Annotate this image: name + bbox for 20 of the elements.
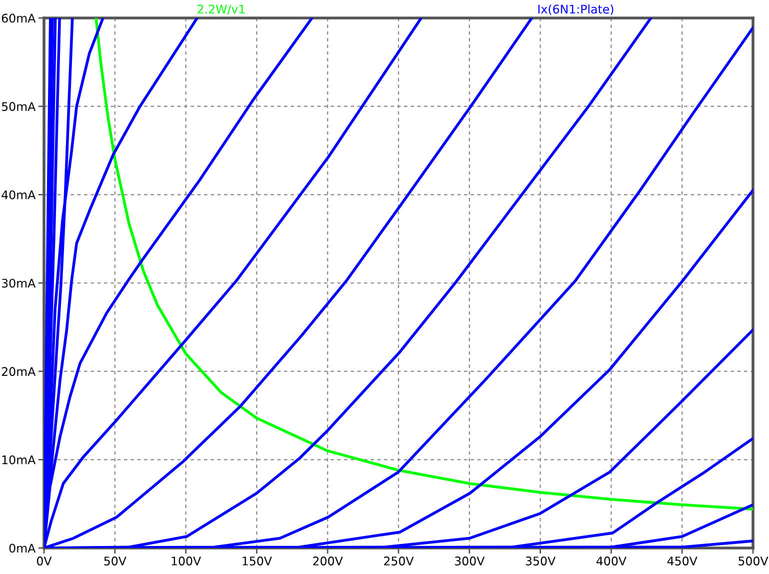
x-tick-label: 250V (384, 556, 414, 566)
y-tick-label: 30mA (2, 278, 36, 288)
x-tick-label: 100V (172, 556, 202, 566)
x-tick-label: 150V (242, 556, 272, 566)
x-tick-label: 350V (526, 556, 556, 566)
y-tick-label: 0mA (9, 544, 36, 553)
x-tick-label: 400V (596, 556, 626, 566)
x-tick-label: 500V (738, 556, 768, 566)
y-tick-label: 20mA (2, 367, 36, 376)
x-tick-label: 450V (667, 556, 698, 566)
x-tick-label: 200V (313, 556, 343, 566)
x-tick-label: 300V (454, 556, 485, 566)
y-tick-label: 60mA (2, 14, 36, 23)
y-tick-label: 10mA (2, 455, 36, 464)
text: Ix(6N1:Plate) (538, 4, 614, 15)
x-tick-label: 0V (36, 556, 52, 566)
y-tick-label: 40mA (2, 190, 36, 200)
text: 2.2W/v1 (198, 4, 245, 15)
x-tick-label: 50V (104, 556, 126, 566)
y-tick-label: 50mA (2, 102, 36, 111)
